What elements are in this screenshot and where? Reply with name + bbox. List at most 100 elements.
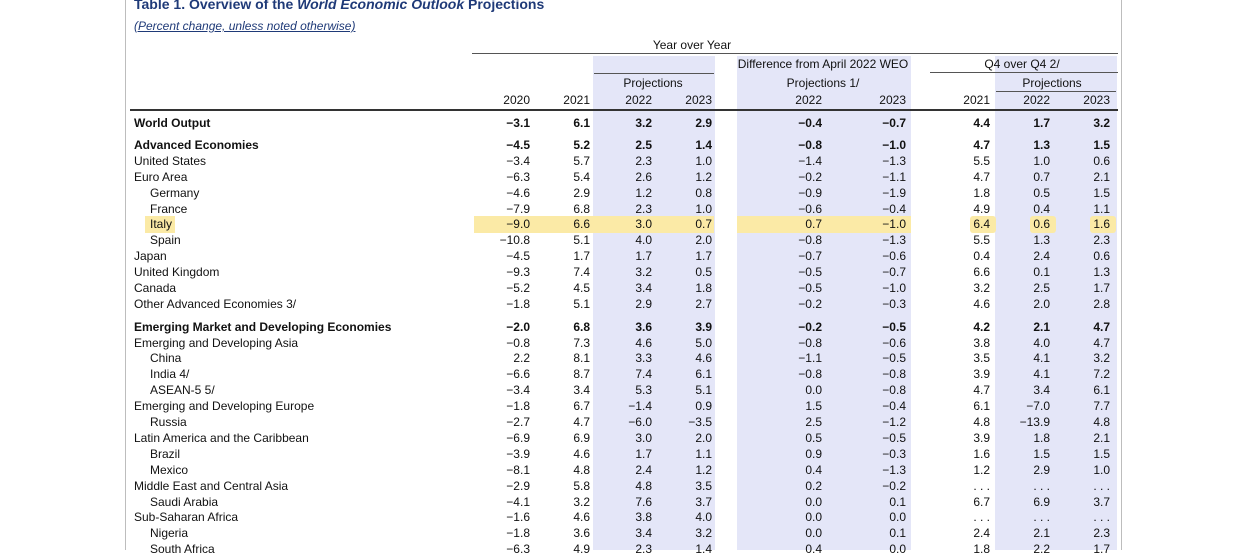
row-label: Brazil <box>150 447 181 461</box>
table-title-suffix: Projections <box>464 0 545 12</box>
row-value-col-3: 0.8 <box>695 186 712 200</box>
row-value-col-4: 0.0 <box>805 495 822 509</box>
row-value-col-4: −0.8 <box>798 367 822 381</box>
row-value-col-0: −6.3 <box>506 542 530 556</box>
row-value-col-5: 0.1 <box>889 526 906 540</box>
row-value-col-2: 1.7 <box>635 249 652 263</box>
table-row: United States −3.4 5.7 2.3 1.0 −1.4 −1.3 5.5 1.0… <box>0 153 1243 169</box>
row-value-col-8: 1.6 <box>1093 217 1110 231</box>
row-value-col-5: −1.1 <box>882 170 906 184</box>
row-value-col-2: 7.4 <box>635 367 652 381</box>
row-value-col-2: 2.3 <box>635 542 652 556</box>
table-row: China 2.2 8.1 3.3 4.6 −1.1 −0.5 3.5 4.1 3.2 <box>0 350 1243 366</box>
row-label: India 4/ <box>150 367 190 381</box>
row-value-col-6: 4.7 <box>973 383 990 397</box>
table-row: South Africa −6.3 4.9 2.3 1.4 0.4 0.0 1.8 2.2 1.7 <box>0 541 1243 557</box>
table-row: Canada −5.2 4.5 3.4 1.8 −0.5 −1.0 3.2 2.5 1.7 <box>0 280 1243 296</box>
header-difference-line2: Projections 1/ <box>786 76 860 90</box>
row-value-col-1: 6.7 <box>573 399 590 413</box>
row-value-col-2: −1.4 <box>628 399 652 413</box>
row-value-col-8: 2.3 <box>1093 233 1110 247</box>
year-header-1: 2021 <box>563 93 590 107</box>
row-label: Mexico <box>150 463 189 477</box>
row-value-col-7: . . . <box>1033 510 1050 524</box>
row-value-col-7: 1.5 <box>1033 447 1050 461</box>
row-value-col-7: 4.0 <box>1033 336 1050 350</box>
row-value-col-4: 0.4 <box>805 463 822 477</box>
row-value-col-2: 2.3 <box>635 154 652 168</box>
table-title: Table 1. Overview of the World Economic … <box>134 0 544 12</box>
row-label: Saudi Arabia <box>150 495 219 509</box>
row-label: Emerging and Developing Asia <box>134 336 299 350</box>
row-value-col-1: 5.2 <box>573 138 590 152</box>
row-value-col-2: 1.7 <box>635 447 652 461</box>
row-value-col-7: 1.3 <box>1033 233 1050 247</box>
row-value-col-0: −3.1 <box>506 116 530 130</box>
table-row: Brazil −3.9 4.6 1.7 1.1 0.9 −0.3 1.6 1.5 1.5 <box>0 446 1243 462</box>
row-value-col-4: −0.5 <box>798 265 822 279</box>
header-difference-line1: Difference from April 2022 WEO <box>737 57 909 71</box>
row-value-col-6: 3.8 <box>973 336 990 350</box>
row-value-col-5: −0.3 <box>882 447 906 461</box>
row-value-col-4: 0.7 <box>805 217 822 231</box>
page-left-border <box>125 0 126 550</box>
row-value-col-6: 3.9 <box>973 367 990 381</box>
row-value-col-2: 3.2 <box>635 265 652 279</box>
row-value-col-8: 3.2 <box>1093 116 1110 130</box>
table-row: Italy −9.0 6.6 3.0 0.7 0.7 −1.0 6.4 0.6 1.6 <box>0 216 1243 232</box>
q4-projections-shade-band <box>995 56 1117 550</box>
row-value-col-8: . . . <box>1093 479 1110 493</box>
row-value-col-1: 8.7 <box>573 367 590 381</box>
row-value-col-1: 4.8 <box>573 463 590 477</box>
row-value-col-5: −0.4 <box>882 202 906 216</box>
row-value-col-2: 3.2 <box>635 116 652 130</box>
row-value-col-6: 3.9 <box>973 431 990 445</box>
row-value-col-4: −0.8 <box>798 336 822 350</box>
row-value-col-5: −1.3 <box>882 463 906 477</box>
row-value-col-1: 6.8 <box>573 202 590 216</box>
row-value-col-8: 2.1 <box>1093 170 1110 184</box>
row-value-col-6: 5.5 <box>973 233 990 247</box>
row-value-col-1: 3.6 <box>573 526 590 540</box>
row-value-col-7: 1.0 <box>1033 154 1050 168</box>
table-subtitle: (Percent change, unless noted otherwise) <box>134 19 356 33</box>
row-value-col-6: 6.6 <box>973 265 990 279</box>
italy-highlight-q4-2021 <box>970 216 996 233</box>
row-value-col-8: 1.0 <box>1093 463 1110 477</box>
table-row: Euro Area −6.3 5.4 2.6 1.2 −0.2 −1.1 4.7 0.7 2.1 <box>0 169 1243 185</box>
row-value-col-5: −0.7 <box>882 265 906 279</box>
row-value-col-1: 4.9 <box>573 542 590 556</box>
year-header-4: 2022 <box>795 93 822 107</box>
row-value-col-0: −6.3 <box>506 170 530 184</box>
row-value-col-8: 7.2 <box>1093 367 1110 381</box>
table-row: United Kingdom −9.3 7.4 3.2 0.5 −0.5 −0.7 6.6 0.… <box>0 264 1243 280</box>
row-value-col-7: 0.7 <box>1033 170 1050 184</box>
row-value-col-5: −0.6 <box>882 249 906 263</box>
row-value-col-0: −3.4 <box>506 154 530 168</box>
year-header-3: 2023 <box>685 93 712 107</box>
row-value-col-3: 1.1 <box>695 447 712 461</box>
italy-highlight-label <box>145 216 175 233</box>
italy-highlight-q4-2022 <box>1030 216 1056 233</box>
row-value-col-1: 3.4 <box>573 383 590 397</box>
row-value-col-4: 0.5 <box>805 431 822 445</box>
row-label: Advanced Economies <box>134 138 259 152</box>
table-row: India 4/ −6.6 8.7 7.4 6.1 −0.8 −0.8 3.9 4.1 7.2 <box>0 366 1243 382</box>
row-value-col-3: 0.5 <box>695 265 712 279</box>
header-rule-q4-projections <box>996 91 1116 92</box>
row-value-col-3: 2.0 <box>695 233 712 247</box>
row-value-col-4: 0.2 <box>805 479 822 493</box>
table-row: Saudi Arabia −4.1 3.2 7.6 3.7 0.0 0.1 6.7 6.9 3.7 <box>0 494 1243 510</box>
row-value-col-5: −0.8 <box>882 383 906 397</box>
row-value-col-8: 2.3 <box>1093 526 1110 540</box>
row-value-col-5: −1.3 <box>882 154 906 168</box>
row-value-col-5: −1.3 <box>882 233 906 247</box>
row-value-col-2: 1.2 <box>635 186 652 200</box>
row-value-col-5: 0.0 <box>889 542 906 556</box>
row-value-col-0: 2.2 <box>513 351 530 365</box>
row-value-col-7: 4.1 <box>1033 367 1050 381</box>
row-value-col-4: 2.5 <box>805 415 822 429</box>
row-value-col-2: 3.6 <box>635 320 652 334</box>
row-value-col-3: 1.4 <box>695 542 712 556</box>
row-label: Japan <box>134 249 167 263</box>
